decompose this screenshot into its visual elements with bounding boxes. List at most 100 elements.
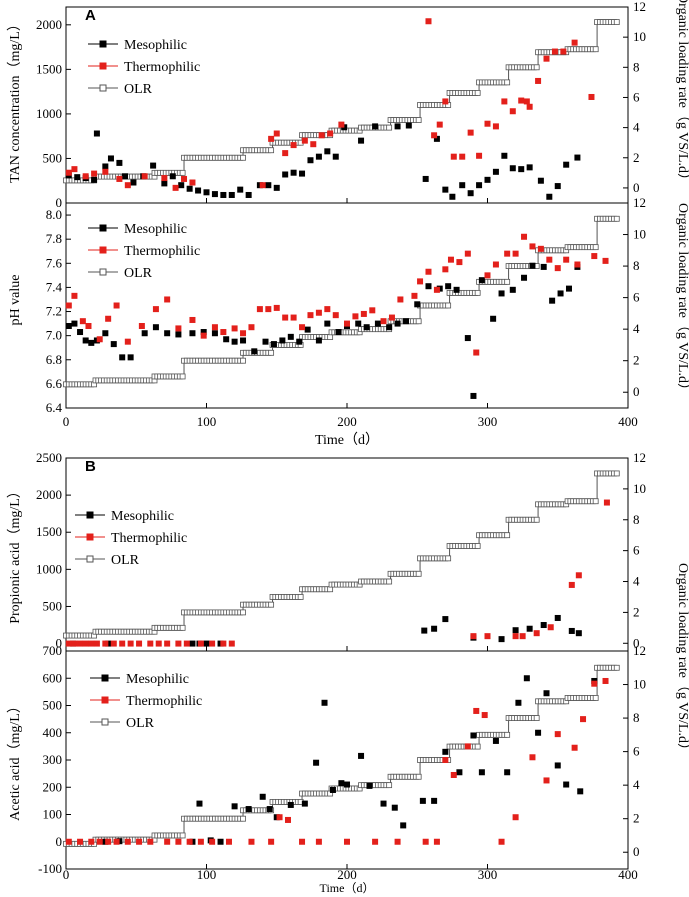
propionic-thermophilic-point (183, 640, 190, 647)
ph-mesophilic-point (270, 341, 277, 348)
acetic-mesophilic-point (217, 838, 224, 845)
legend-label-thermophilic: Thermophilic (126, 694, 202, 709)
tan-olr-axis-title: Organic loading rate（g VS/L.d） (675, 0, 689, 187)
tan-mesophilic-point (273, 184, 280, 191)
propionic-y2tick-label: 8 (633, 512, 640, 527)
ph-mesophilic-point (509, 286, 516, 293)
acetic-y2tick-label: 2 (633, 811, 640, 826)
ph-thermophilic-point (124, 338, 131, 345)
tan-thermophilic-point (492, 123, 499, 130)
propionic-mesophilic-point (189, 640, 196, 647)
ph-mesophilic-point (211, 330, 218, 337)
acetic-mesophilic-point (543, 690, 550, 697)
propionic-mesophilic-point (526, 625, 533, 632)
ph-thermophilic-point (473, 349, 480, 356)
tan-thermophilic-point (588, 93, 595, 100)
tan-mesophilic-point (265, 182, 272, 189)
tan-panel: 0 500 1000 1500 2000 0 2 4 6 8 10 12 A TAN concentr… (7, 0, 689, 210)
acetic-xtick-label: 200 (337, 867, 357, 882)
legend-label-mesophilic: Mesophilic (126, 672, 189, 687)
tan-thermophilic-point (71, 166, 78, 173)
acetic-mesophilic-point (456, 769, 463, 776)
ph-mesophilic-point (363, 324, 370, 331)
ph-thermophilic-point (447, 256, 454, 263)
ph-mesophilic-point (394, 320, 401, 327)
ph-thermophilic-point (492, 261, 499, 268)
ph-thermophilic-point (591, 253, 598, 260)
ph-mesophilic-point (279, 337, 286, 344)
ph-ytick-label: 7.4 (46, 279, 63, 294)
ph-x-axis-title: Time（d） (315, 432, 379, 448)
ph-thermophilic-point (484, 272, 491, 279)
propionic-olr-point (179, 624, 186, 631)
acetic-mesophilic-point (563, 781, 570, 788)
tan-mesophilic-point (91, 176, 98, 183)
ph-mesophilic-point (223, 336, 230, 343)
tan-mesophilic-point (405, 122, 412, 129)
propionic-y2tick-label: 0 (633, 635, 640, 650)
acetic-thermophilic-point (88, 838, 95, 845)
tan-thermophilic-point (82, 173, 89, 180)
propionic-mesophilic-point (540, 622, 547, 629)
ph-olr-point (415, 318, 422, 325)
acetic-thermophilic-point (442, 757, 449, 763)
ph-mesophilic-point (251, 348, 258, 355)
ph-mesophilic-point (240, 337, 247, 344)
tan-mesophilic-point (467, 190, 474, 197)
acetic-thermophilic-point (464, 743, 471, 750)
ph-ytick-label: 6.6 (46, 376, 63, 391)
ph-mesophilic-point (557, 290, 564, 297)
legend-swatch-marker (99, 246, 107, 254)
legend-label-thermophilic: Thermophilic (124, 60, 200, 75)
tan-y-axis-title: TAN concentration（mg/L） (7, 17, 23, 183)
ph-thermophilic-point (324, 306, 331, 313)
ph-thermophilic-point (152, 306, 159, 313)
acetic-xtick-label: 400 (618, 867, 638, 882)
acetic-thermophilic-point (498, 838, 505, 845)
ph-mesophilic-point (141, 330, 148, 337)
acetic-y2tick-label: 6 (633, 744, 640, 759)
propionic-ytick-label: 0 (56, 636, 63, 651)
acetic-olr-point (592, 695, 599, 701)
propionic-thermophilic-point (547, 624, 554, 631)
tan-thermophilic-point (551, 48, 558, 55)
propionic-olr-point (504, 532, 511, 539)
tan-ytick-label: 1000 (36, 106, 62, 121)
acetic-thermophilic-point (529, 754, 536, 761)
ph-olr-point (474, 289, 481, 296)
acetic-thermophilic-point (147, 838, 154, 845)
ph-ytick-label: 8.0 (46, 207, 62, 222)
tan-mesophilic-point (203, 189, 210, 196)
ph-xtick-label: 100 (197, 414, 217, 429)
ph-mesophilic-point (88, 339, 95, 346)
acetic-x-axis-title: Time（d） (320, 881, 375, 895)
ph-thermophilic-point (256, 306, 263, 313)
acetic-thermophilic-point (209, 838, 216, 845)
acetic-mesophilic-point (400, 822, 407, 829)
ph-thermophilic-point (113, 302, 120, 309)
acetic-olr-point (415, 773, 422, 780)
ph-thermophilic-point (248, 324, 255, 331)
tan-ytick-label: 2000 (36, 17, 62, 32)
acetic-olr-point (386, 782, 393, 789)
tan-mesophilic-point (358, 137, 365, 144)
ph-thermophilic-point (138, 323, 145, 329)
ph-mesophilic-point (414, 301, 421, 308)
propionic-ticks: 0 500 1000 1500 2000 2500 0 2 4 6 8 10 12 (36, 450, 646, 651)
acetic-y2tick-label: 4 (633, 777, 640, 792)
acetic-mesophilic-point (515, 699, 522, 706)
tan-mesophilic-point (394, 123, 401, 130)
tan-plot-frame (65, 6, 629, 204)
tan-thermophilic-point (535, 77, 542, 84)
ph-marks (63, 215, 620, 399)
propionic-mesophilic-point (512, 627, 519, 634)
ph-thermophilic-point (307, 312, 314, 319)
acetic-y2tick-label: 0 (633, 844, 640, 859)
acetic-thermophilic-point (602, 677, 609, 684)
propionic-ytick-label: 500 (43, 598, 63, 613)
acetic-thermophilic-point (422, 838, 429, 845)
propionic-olr-point (592, 498, 599, 505)
ph-mesophilic-point (102, 330, 109, 337)
ph-y2tick-label: 0 (633, 384, 640, 399)
